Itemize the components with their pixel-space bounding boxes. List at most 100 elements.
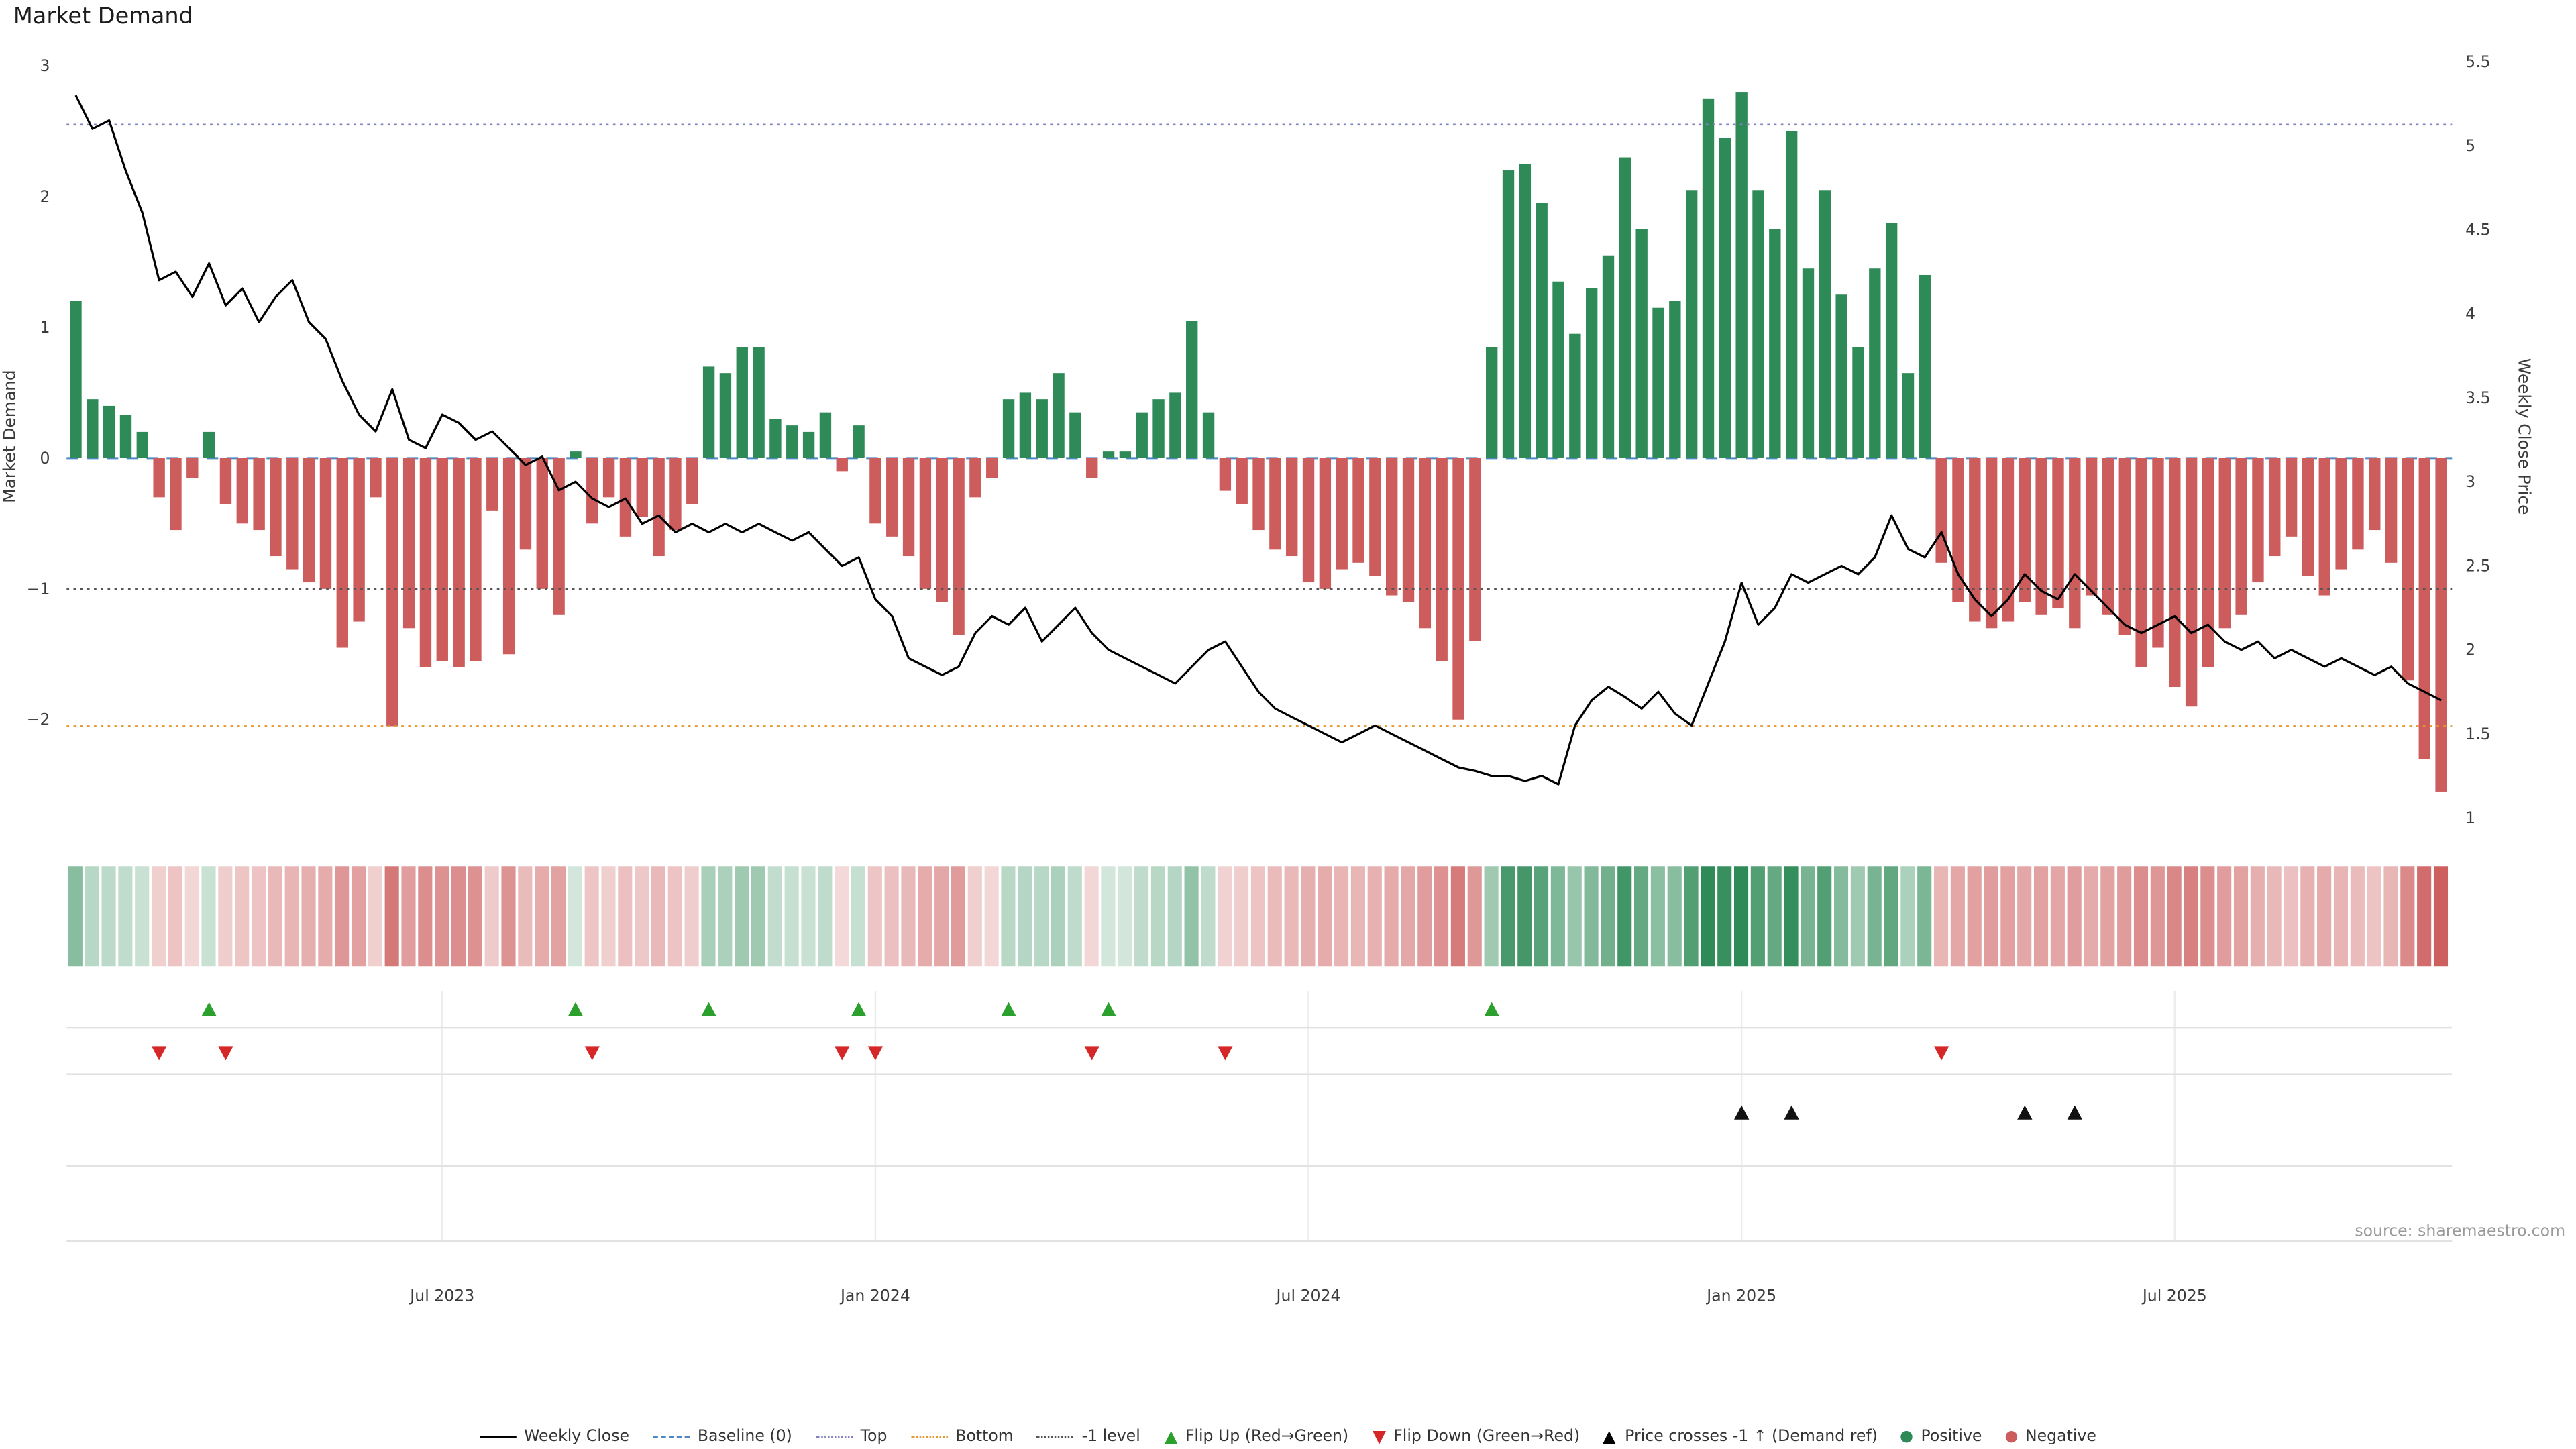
demand-bar <box>2135 458 2147 667</box>
heatmap-cell <box>2433 866 2449 967</box>
demand-bar <box>1402 458 1415 602</box>
heatmap-cell <box>1018 866 1032 967</box>
demand-bar <box>902 458 915 557</box>
heatmap-cell <box>184 866 199 967</box>
demand-bar <box>2019 458 2031 602</box>
heatmap-cell <box>1701 866 1715 967</box>
demand-bar <box>1002 399 1015 458</box>
heatmap-cell <box>934 866 949 967</box>
heatmap-cell <box>2184 866 2198 967</box>
demand-bar <box>1469 458 1481 641</box>
heatmap-cell <box>2000 866 2015 967</box>
demand-bar <box>286 458 299 570</box>
demand-bar <box>1752 190 1764 458</box>
heatmap-cell <box>2233 866 2249 967</box>
demand-bar <box>1219 458 1232 491</box>
legend-item: Baseline (0) <box>652 1428 792 1446</box>
heatmap-cell <box>1201 866 1216 967</box>
demand-bar <box>570 451 582 458</box>
heatmap-cell <box>1150 866 1165 967</box>
heatmap-cell <box>2067 866 2082 967</box>
demand-bar <box>1286 458 1298 557</box>
demand-bar <box>353 458 365 622</box>
heatmap-cell <box>951 866 966 967</box>
heatmap-cell <box>1750 866 1765 967</box>
heatmap-cell <box>1950 866 1965 967</box>
heatmap-cell <box>68 866 83 967</box>
demand-bar <box>1519 164 1532 458</box>
demand-bar <box>602 458 615 498</box>
heatmap-cell <box>251 866 266 967</box>
heatmap-cell <box>335 866 350 967</box>
dotted-line-swatch-icon <box>815 1436 853 1438</box>
flip-down-marker <box>835 1046 850 1061</box>
threshold-lines <box>66 123 2453 727</box>
demand-bar <box>236 458 248 524</box>
flip-up-marker <box>201 1002 217 1016</box>
legend-item: Weekly Close <box>479 1428 629 1446</box>
right-axis-tick-label: 1 <box>2465 808 2475 827</box>
right-axis-tick-label: 4.5 <box>2465 220 2491 239</box>
demand-bar <box>702 366 715 458</box>
heatmap-cell <box>1967 866 1982 967</box>
demand-bar <box>419 458 432 667</box>
heatmap-cell <box>1234 866 1249 967</box>
heatmap-cell <box>2350 866 2365 967</box>
legend-label: -1 level <box>1081 1428 1140 1446</box>
heatmap-cell <box>384 866 399 967</box>
heatmap-cell <box>551 866 566 967</box>
heatmap-cell <box>901 866 916 967</box>
demand-bar <box>303 458 315 583</box>
legend-label: Price crosses -1 ↑ (Demand ref) <box>1625 1428 1878 1446</box>
heatmap-cell <box>601 866 616 967</box>
market-demand-chart: 3 2 1 0 −1 −2 5.5 5 4.5 4 3.5 3 2.5 2 1.5 1 Jul 2023 Jan … <box>0 52 2534 1305</box>
demand-bar <box>636 458 648 517</box>
flip-down-marker <box>218 1046 233 1061</box>
demand-bar <box>453 458 465 667</box>
heatmap-cell <box>635 866 649 967</box>
demand-bar <box>2169 458 2181 688</box>
demand-bar <box>719 373 732 458</box>
heatmap-cell <box>1350 866 1365 967</box>
heatmap-cell <box>1084 866 1099 967</box>
legend-item: Negative <box>2005 1428 2096 1446</box>
heatmap-cell <box>2100 866 2115 967</box>
triangle-up-icon <box>1603 1430 1617 1444</box>
heatmap-cell <box>835 866 849 967</box>
heatmap-cell <box>85 866 99 967</box>
demand-bar <box>969 458 981 498</box>
heatmap-cell <box>2050 866 2065 967</box>
demand-bar <box>1319 458 1332 589</box>
legend: Weekly Close Baseline (0) Top Bottom -1 leve… <box>0 1428 2575 1446</box>
heatmap-cell <box>451 866 466 967</box>
heatmap-cell <box>1550 866 1565 967</box>
demand-bar <box>87 399 99 458</box>
flip-down-marker <box>1084 1046 1099 1061</box>
demand-bar <box>186 458 199 478</box>
demand-bar <box>103 405 115 458</box>
heatmap-cell <box>1034 866 1049 967</box>
heatmap-cell <box>1334 866 1349 967</box>
heatmap-cell <box>1067 866 1082 967</box>
x-axis-tick-label: Jul 2024 <box>1275 1286 1341 1305</box>
heatmap-cell <box>1250 866 1265 967</box>
heatmap-cell <box>801 866 816 967</box>
heatmap-cell <box>735 866 749 967</box>
heatmap-cell <box>1884 866 1898 967</box>
heatmap-cell <box>1917 866 1932 967</box>
price-line <box>74 95 2442 786</box>
demand-bar <box>1985 458 1998 629</box>
demand-bar <box>1569 333 1581 458</box>
demand-bar <box>1885 223 1898 458</box>
heatmap-cell <box>268 866 282 967</box>
heatmap-cell <box>201 866 216 967</box>
demand-bar <box>953 458 965 635</box>
demand-bar <box>1236 458 1248 504</box>
legend-item: Top <box>815 1428 887 1446</box>
x-axis-tick-label: Jan 2024 <box>839 1286 910 1305</box>
heatmap-cell <box>1833 866 1849 967</box>
heatmap-cell <box>2400 866 2415 967</box>
heatmap-cell <box>101 866 116 967</box>
flip-down-marker <box>867 1046 883 1061</box>
demand-bar <box>2052 458 2064 609</box>
